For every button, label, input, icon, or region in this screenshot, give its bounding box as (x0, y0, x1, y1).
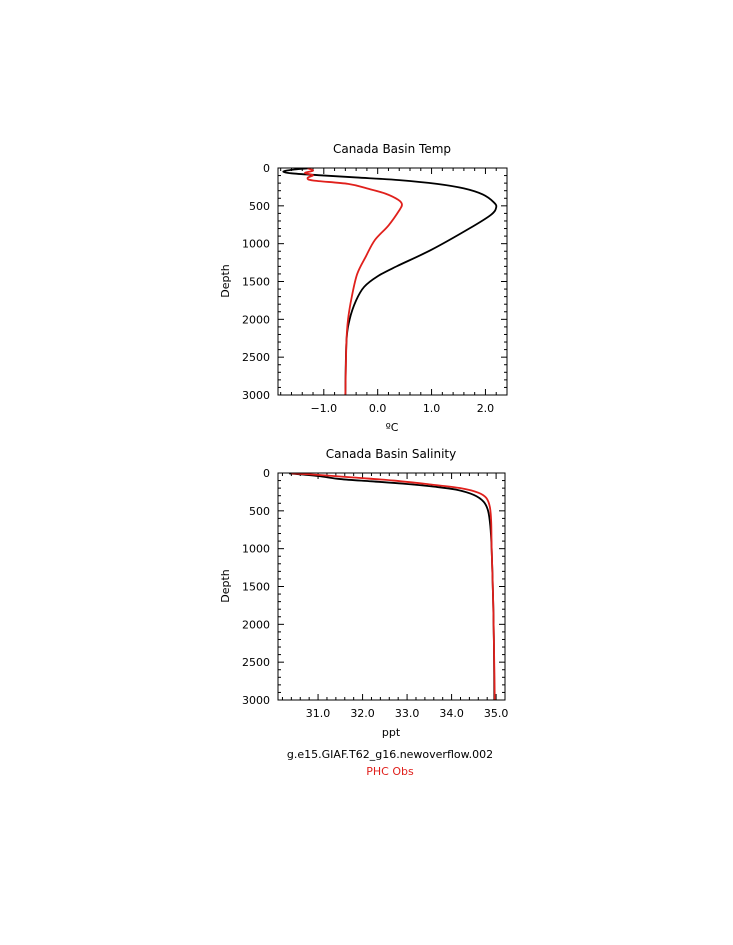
temp-xtick-label: 2.0 (477, 402, 495, 415)
salinity-xtick-label: 34.0 (439, 707, 464, 720)
temp-title: Canada Basin Temp (333, 142, 451, 156)
salinity-ytick-label: 3000 (242, 694, 270, 707)
salinity-phc-obs-line (291, 472, 496, 701)
temp-series (282, 167, 498, 396)
salinity-ytick-label: 1500 (242, 581, 270, 594)
temp-ytick-label: 3000 (242, 389, 270, 402)
temp-ticks: 0 500 1000 1500 2000 2500 3000 −1.0 0.0 1.0 2.0 (242, 162, 508, 415)
salinity-plot-frame (277, 472, 506, 701)
salinity-ylabel: Depth (219, 569, 232, 603)
temp-ytick-label: 1000 (242, 238, 270, 251)
salinity-panel: Canada Basin Salinity Depth ppt 0 500 1000… (219, 447, 508, 739)
salinity-title: Canada Basin Salinity (326, 447, 456, 461)
temp-ylabel: Depth (219, 264, 232, 298)
temp-panel: Canada Basin Temp Depth ºC 0 500 1000 1500 2… (219, 142, 508, 434)
temp-xlabel: ºC (386, 421, 399, 434)
temp-plot-frame (277, 167, 508, 396)
temp-xtick-label: −1.0 (310, 402, 337, 415)
salinity-ytick-label: 1000 (242, 543, 270, 556)
salinity-xtick-label: 35.0 (484, 707, 509, 720)
salinity-series (289, 472, 496, 701)
caption-model-run: g.e15.GIAF.T62_g16.newoverflow.002 (287, 748, 493, 761)
temp-ytick-label: 2000 (242, 313, 270, 326)
salinity-ytick-label: 500 (249, 505, 270, 518)
temp-model-line (282, 167, 498, 396)
caption-phc-obs: PHC Obs (366, 765, 414, 778)
temp-xtick-label: 0.0 (369, 402, 387, 415)
salinity-xlabel: ppt (382, 726, 401, 739)
salinity-model-line (289, 472, 496, 701)
temp-phc-obs-line (304, 167, 403, 396)
temp-ytick-label: 0 (263, 162, 270, 175)
temp-xtick-label: 1.0 (423, 402, 441, 415)
temp-ytick-label: 2500 (242, 351, 270, 364)
salinity-xtick-label: 31.0 (306, 707, 331, 720)
salinity-xtick-label: 33.0 (395, 707, 420, 720)
salinity-ytick-label: 2000 (242, 618, 270, 631)
temp-ytick-label: 500 (249, 200, 270, 213)
salinity-ytick-label: 2500 (242, 656, 270, 669)
temp-ytick-label: 1500 (242, 276, 270, 289)
salinity-ticks: 0 500 1000 1500 2000 2500 3000 31.0 32.0 33.0 34.0… (242, 467, 508, 720)
salinity-ytick-label: 0 (263, 467, 270, 480)
salinity-xtick-label: 32.0 (350, 707, 375, 720)
